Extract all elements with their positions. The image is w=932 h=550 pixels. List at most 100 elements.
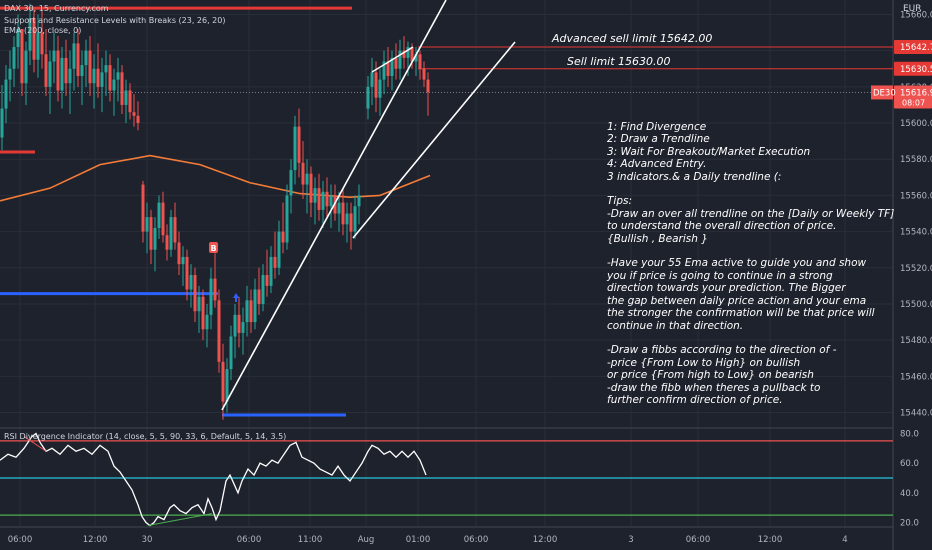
bar-countdown: 08:07 bbox=[902, 98, 925, 107]
candle-body bbox=[80, 65, 84, 76]
candle-body bbox=[128, 90, 132, 113]
candle-body bbox=[68, 68, 72, 84]
divergence-marker-label: B bbox=[210, 244, 216, 253]
ema-indicator-legend[interactable]: EMA (200, close, 0) bbox=[4, 26, 82, 35]
candle-body bbox=[241, 322, 245, 333]
candle-body bbox=[382, 61, 386, 80]
candle-body bbox=[341, 202, 345, 225]
candle-body bbox=[285, 195, 289, 243]
candle-body bbox=[153, 227, 157, 250]
candle-body bbox=[16, 28, 20, 48]
price-tick-label: 15500.0 bbox=[900, 300, 932, 310]
candle-body bbox=[414, 54, 418, 62]
candle-body bbox=[120, 72, 124, 105]
candle-body bbox=[261, 275, 265, 304]
candle-body bbox=[56, 50, 60, 91]
bullish-arrow-icon bbox=[233, 293, 239, 302]
time-tick-label: 12:00 bbox=[758, 535, 783, 545]
candle-body bbox=[124, 90, 128, 105]
candle-body bbox=[313, 188, 317, 203]
candle-body bbox=[233, 314, 237, 337]
candle-body bbox=[366, 86, 370, 109]
rsi-tick-label: 20.0 bbox=[900, 519, 919, 529]
price-tick-label: 15460.0 bbox=[900, 372, 932, 382]
candle-body bbox=[169, 217, 173, 250]
candle-body bbox=[394, 57, 398, 69]
candle-body bbox=[402, 50, 406, 58]
time-tick-label: 06:00 bbox=[237, 535, 262, 545]
current-symbol: DE30 bbox=[873, 88, 896, 98]
candle-body bbox=[257, 289, 261, 304]
ema-200-path bbox=[0, 154, 431, 202]
candle-body bbox=[185, 256, 189, 290]
candle-body bbox=[40, 32, 44, 55]
candle-body bbox=[145, 217, 149, 232]
candle-body bbox=[84, 50, 88, 66]
rsi-tick-label: 80.0 bbox=[900, 429, 919, 439]
current-price-tag bbox=[894, 85, 932, 109]
time-tick-label: 12:00 bbox=[83, 535, 108, 545]
candle-body bbox=[213, 278, 217, 301]
rsi-tick-label: 40.0 bbox=[900, 489, 919, 499]
grid-lines bbox=[0, 0, 894, 550]
candle-body bbox=[201, 296, 205, 330]
advanced-sell-annotation[interactable]: Advanced sell limit 15642.00 bbox=[552, 32, 713, 45]
candle-body bbox=[177, 242, 181, 265]
trendline-steep bbox=[221, 0, 447, 411]
sell-limit-annotation[interactable]: Sell limit 15630.00 bbox=[567, 55, 671, 68]
candle-body bbox=[225, 369, 229, 402]
candle-body bbox=[72, 43, 76, 69]
price-tick-label: 15600.0 bbox=[900, 119, 932, 129]
candle-body bbox=[149, 217, 153, 250]
candle-body bbox=[52, 50, 56, 62]
strategy-notes[interactable]: 1: Find Divergence 2: Draw a Trendline 3… bbox=[607, 121, 895, 406]
price-tick-label: 15560.0 bbox=[900, 191, 932, 201]
sr-indicator-legend[interactable]: Support and Resistance Levels with Break… bbox=[4, 16, 226, 25]
candle-body bbox=[173, 217, 177, 243]
trendline-top bbox=[371, 46, 414, 73]
candle-body bbox=[44, 54, 48, 87]
advanced-sell-price-tag bbox=[894, 40, 932, 55]
candle-body bbox=[317, 188, 321, 210]
candle-body bbox=[0, 108, 4, 138]
candle-body bbox=[265, 275, 269, 286]
rsi-panel bbox=[0, 432, 893, 527]
candle-body bbox=[378, 79, 382, 98]
price-tick-label: 15480.0 bbox=[900, 336, 932, 346]
candle-body bbox=[273, 256, 277, 268]
candle-body bbox=[20, 28, 24, 84]
candle-body bbox=[249, 300, 253, 323]
candle-body bbox=[353, 206, 357, 232]
candle-body bbox=[309, 173, 313, 203]
candle-body bbox=[277, 231, 281, 268]
trendline-shallow bbox=[352, 41, 516, 239]
candle-body bbox=[370, 72, 374, 87]
candle-body bbox=[217, 300, 221, 362]
price-tick-label: 15540.0 bbox=[900, 228, 932, 238]
currency-label: EUR bbox=[903, 4, 922, 14]
candle-body bbox=[8, 68, 12, 80]
candlestick-series: B bbox=[0, 3, 430, 420]
candle-body bbox=[32, 18, 36, 60]
candle-body bbox=[221, 361, 225, 402]
rsi-indicator-legend[interactable]: RSI Divergence Indicator (14, close, 5, … bbox=[4, 432, 287, 441]
rsi-tick-label: 60.0 bbox=[900, 459, 919, 469]
candle-body bbox=[321, 191, 325, 210]
sell-limit-price-tag bbox=[894, 61, 932, 76]
candle-body bbox=[96, 68, 100, 87]
candle-body bbox=[132, 112, 136, 116]
candle-body bbox=[189, 275, 193, 290]
time-tick-label: Aug bbox=[358, 535, 375, 545]
candle-body bbox=[237, 314, 241, 333]
candle-body bbox=[100, 72, 104, 87]
candle-body bbox=[112, 79, 116, 91]
time-tick-label: 12:00 bbox=[533, 535, 558, 545]
candle-body bbox=[289, 170, 293, 196]
candle-body bbox=[301, 162, 305, 185]
candle-body bbox=[181, 256, 185, 265]
candle-body bbox=[293, 126, 297, 171]
rsi-divergence-line bbox=[147, 513, 213, 527]
candle-body bbox=[426, 79, 430, 93]
